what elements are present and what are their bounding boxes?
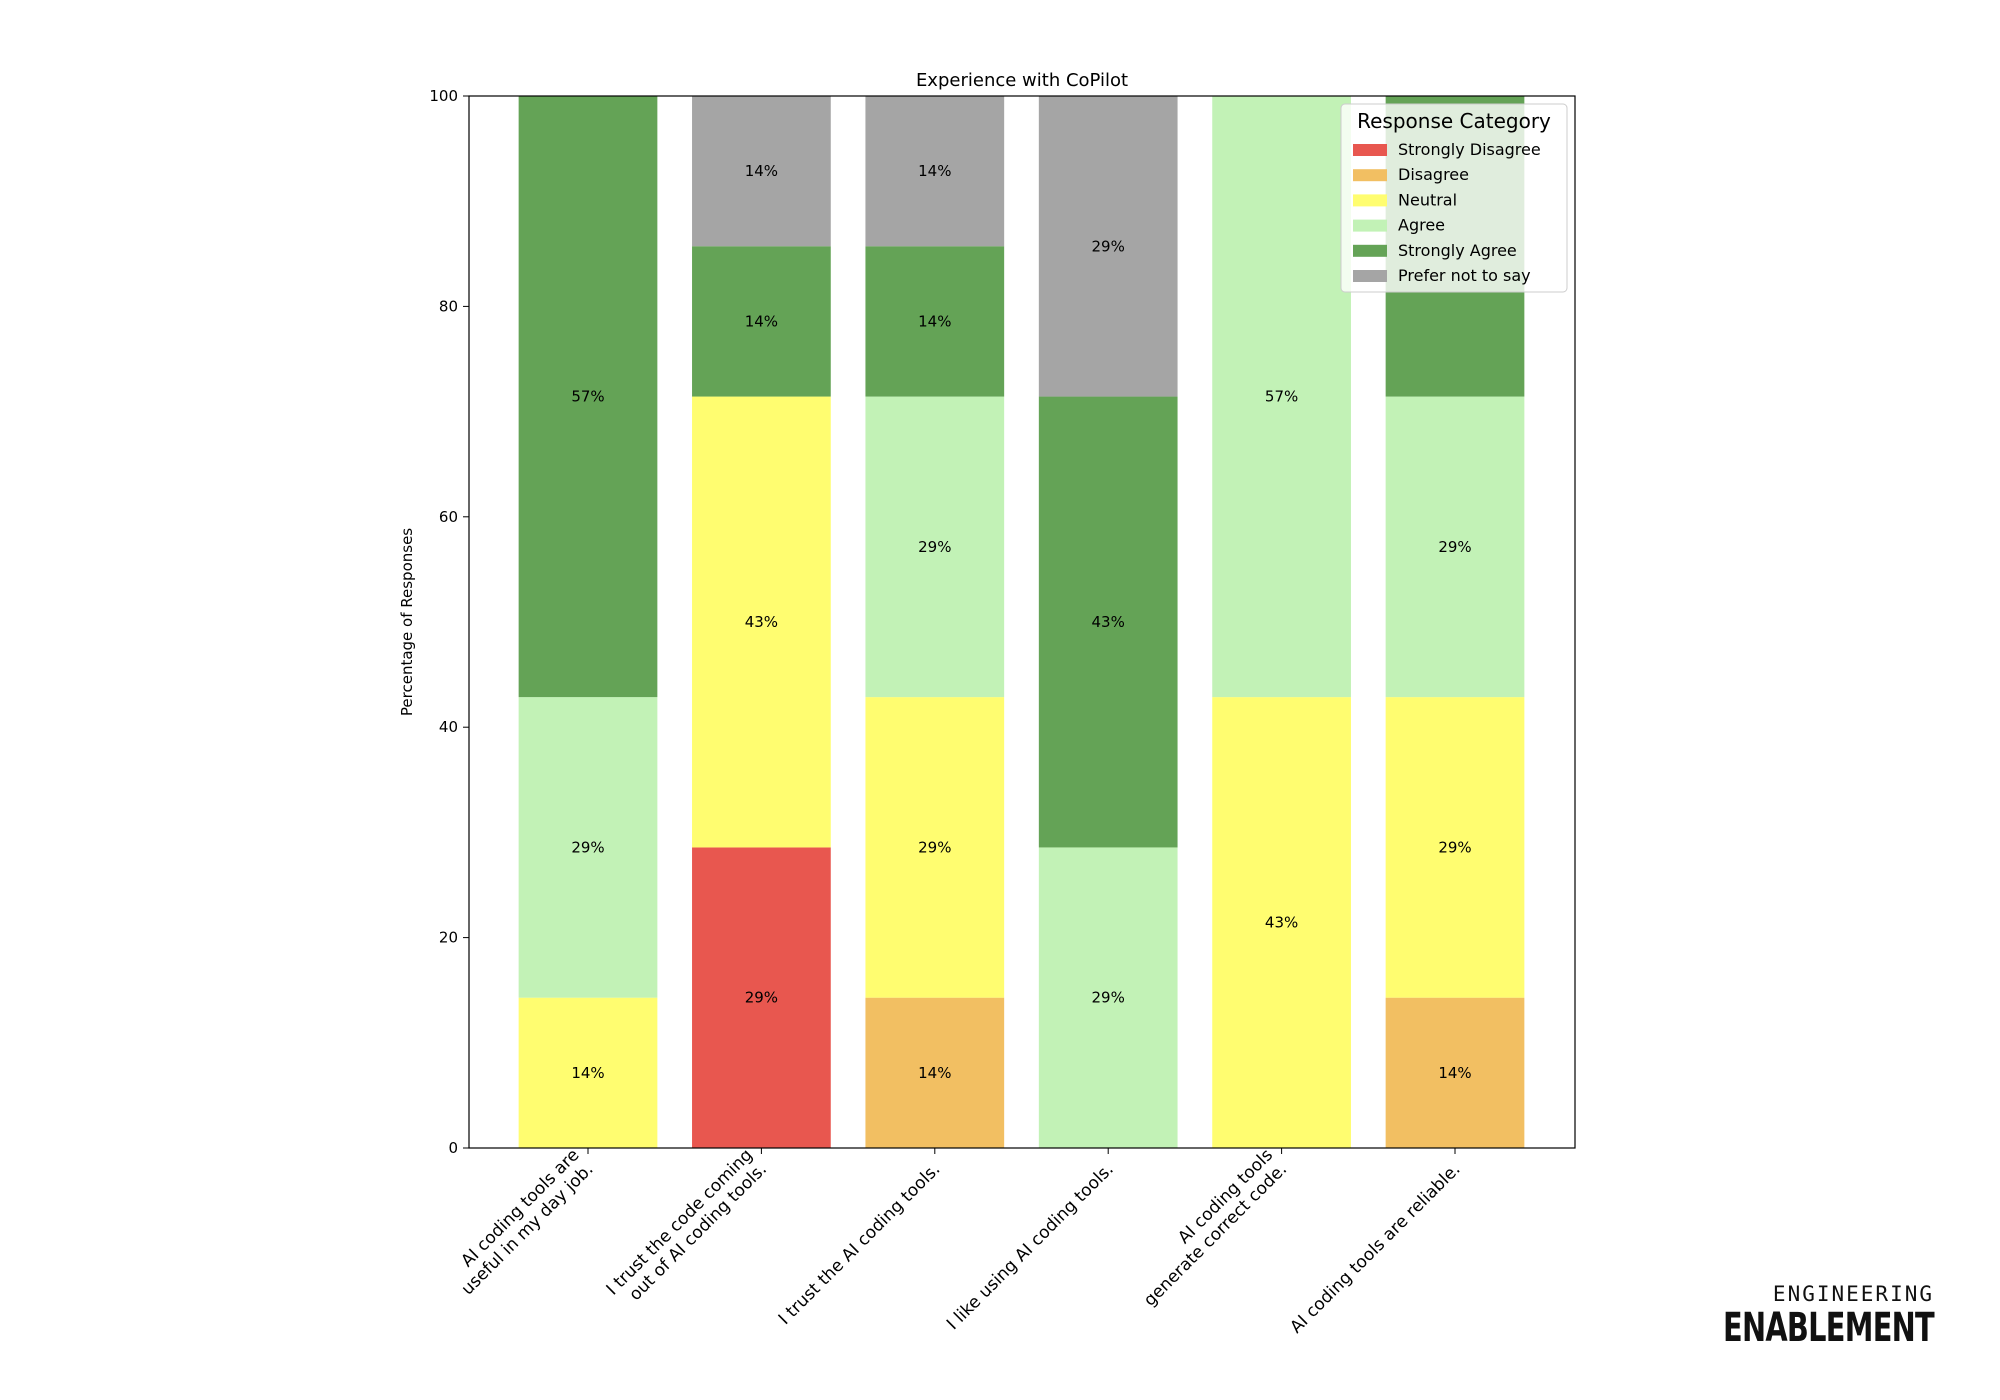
x-tick-label: I like using AI coding tools.: [943, 1159, 1118, 1334]
bar-value-label: 29%: [745, 989, 778, 1007]
legend-label: Neutral: [1398, 190, 1457, 209]
legend-box: [1340, 103, 1568, 293]
engineering-enablement-logo: ENGINEERING ENABLEMENT: [1641, 1282, 1935, 1351]
x-tick-label: I trust the AI coding tools.: [775, 1159, 945, 1329]
bar-value-label: 14%: [571, 1064, 604, 1082]
bar-segment: [692, 396, 831, 848]
bar-segment: [692, 95, 831, 247]
chart-title: Experience with CoPilot: [916, 70, 1128, 91]
bar-segment: [1038, 847, 1178, 1148]
y-tick-label: 80: [439, 297, 458, 315]
bar-segment: [1212, 96, 1351, 698]
legend-swatch: [1353, 169, 1387, 182]
bar-segment: [1038, 96, 1178, 397]
bar-segment: [692, 847, 831, 1148]
bar-value-label: 43%: [745, 613, 778, 631]
legend-swatch: [1353, 219, 1387, 232]
bar-segment: [865, 95, 1005, 247]
brand-line-1: ENGINEERING: [1772, 1282, 1934, 1306]
legend-swatch: [1353, 144, 1387, 156]
bar-value-label: 43%: [1265, 914, 1298, 932]
legend-label: Strongly Agree: [1398, 241, 1517, 260]
bar-segment: [518, 697, 658, 998]
x-axis-ticks: AI coding tools areuseful in my day job.…: [443, 1145, 1464, 1337]
y-axis-label: Percentage of Responses: [398, 528, 416, 716]
legend-label: Strongly Disagree: [1398, 140, 1541, 159]
legend-items: Strongly Disagree Disagree Neutral Agree Str…: [1353, 140, 1541, 285]
bar-segment: [1212, 697, 1351, 1148]
bar-value-label: 14%: [1438, 1064, 1471, 1082]
bar-value-label: 14%: [918, 1064, 951, 1082]
bar-value-label: 14%: [745, 162, 778, 180]
bar-value-label: 14%: [918, 312, 951, 330]
bar-value-label: 14%: [918, 162, 951, 180]
bar-value-label: 29%: [918, 538, 951, 556]
bar-value-label: 29%: [571, 838, 604, 856]
bar-value-label: 57%: [1265, 388, 1298, 406]
bar-segment: [865, 246, 1005, 397]
bar-segment: [1385, 396, 1525, 698]
x-tick-label: AI coding tools areuseful in my day job.: [443, 1145, 597, 1299]
bar-value-label: 43%: [1092, 613, 1125, 631]
bar-value-label: 29%: [1438, 538, 1471, 556]
plot-frame: [468, 95, 1576, 1149]
legend-label: Disagree: [1398, 165, 1469, 184]
legend: Response Category Strongly Disagree Disag…: [1340, 103, 1568, 293]
x-tick-label: AI coding tools are reliable.: [1286, 1159, 1464, 1337]
y-tick-label: 100: [429, 87, 458, 105]
x-tick-label: I trust the code comingout of AI coding …: [603, 1145, 771, 1313]
bar-value-label: 57%: [571, 388, 604, 406]
bar-value-label: 14%: [745, 312, 778, 330]
x-tick-label: AI coding toolsgenerate correct code.: [1126, 1145, 1291, 1310]
legend-label: Prefer not to say: [1398, 266, 1531, 285]
bar-segment: [1385, 697, 1525, 998]
y-tick-label: 20: [439, 929, 458, 947]
legend-swatch: [1353, 244, 1387, 257]
bar-value-label: 29%: [1092, 237, 1125, 255]
bar-segment: [865, 697, 1005, 998]
bar-value-label: 29%: [918, 838, 951, 856]
bar-labels-layer: 14% 29% 57% 29% 43% 14% 14% 14% 29% 29% 14% 14% 29% 4…: [571, 162, 1471, 1082]
legend-title: Response Category: [1357, 109, 1551, 133]
y-tick-label: 40: [439, 718, 458, 736]
y-tick-label: 60: [439, 508, 458, 526]
y-tick-label: 0: [448, 1139, 458, 1157]
bar-value-label: 29%: [1438, 838, 1471, 856]
bar-value-label: 29%: [1092, 989, 1125, 1007]
bar-segment: [518, 997, 658, 1148]
bar-segment: [518, 96, 658, 698]
bar-segment: [865, 997, 1005, 1148]
bar-segment: [692, 246, 831, 397]
brand-line-2: ENABLEMENT: [1723, 1305, 1935, 1351]
bar-segment: [1385, 997, 1525, 1148]
legend-label: Agree: [1398, 216, 1445, 235]
y-axis-ticks: 0 20 40 60 80 100: [429, 87, 469, 1157]
bar-segment: [865, 396, 1005, 698]
legend-swatch: [1353, 270, 1387, 282]
legend-swatch: [1353, 194, 1387, 207]
bar-segment: [1038, 396, 1178, 848]
